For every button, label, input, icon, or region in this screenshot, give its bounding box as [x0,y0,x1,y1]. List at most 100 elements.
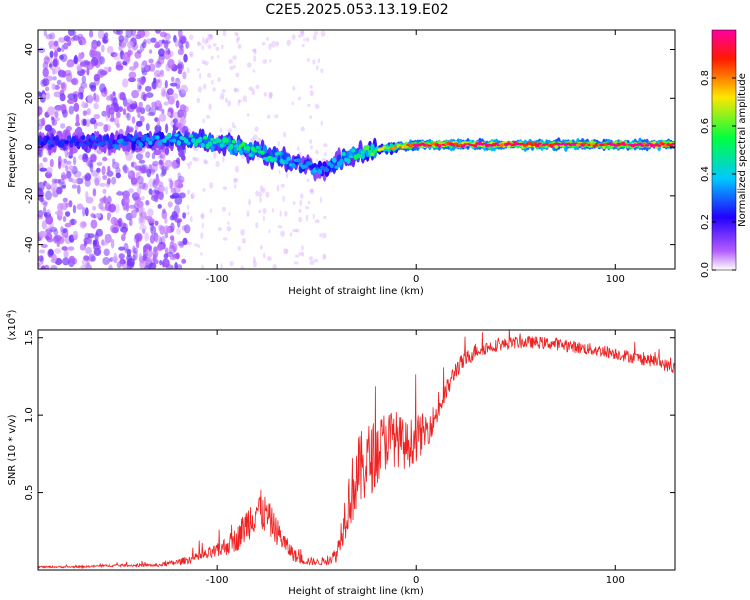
spectrogram-noise-cell [79,53,84,60]
spectrogram-noise-cell [305,37,310,42]
spectrogram-noise-cell [146,38,152,45]
spectrogram-noise-cell [84,174,88,181]
spectrogram-ridge-cell [229,143,234,150]
spectrogram-noise-cell [190,194,194,200]
spectrogram-noise-cell [298,216,303,223]
spectrogram-noise-cell [207,44,212,49]
spectrogram-noise-cell [182,71,187,80]
spectrogram-ridge-cell [277,151,282,156]
spectrogram-noise-cell [189,215,193,223]
spectrogram-noise-cell [155,30,161,34]
spectrogram-noise-cell [165,123,169,134]
spectrogram-noise-cell [229,260,234,267]
spectrogram-noise-cell [210,55,214,60]
spectrogram-noise-cell [59,181,67,188]
spectrogram-ridge-cell [296,158,301,163]
spectrogram-noise-cell [44,182,51,188]
spectrogram-noise-cell [129,219,133,227]
spectrogram-noise-cell [202,118,206,124]
spectrogram-noise-cell [42,67,49,78]
spectrogram-noise-cell [182,237,188,245]
spectrogram-noise-cell [283,248,288,255]
spectrogram-noise-cell [143,39,147,45]
spectrogram-noise-cell [53,44,60,52]
spectrogram-noise-cell [163,32,171,41]
spectrogram-noise-cell [164,147,170,156]
spectrogram-noise-cell [143,64,151,73]
spectrogram-ridge-cell [133,134,139,139]
spectrogram-ridge-cell [207,141,213,147]
spectrogram-noise-cell [63,249,69,259]
spectrogram-ridge-cell [656,144,662,147]
spectrogram-noise-cell [200,232,204,239]
spectrogram-ridge-cell [365,144,370,151]
spectrogram-noise-cell [248,86,254,92]
spectrogram-noise-cell [38,210,44,218]
spectrogram-noise-cell [113,252,118,261]
spectrogram-noise-cell [39,167,48,172]
spectrogram-noise-cell [248,198,252,206]
spectrogram-noise-cell [123,227,127,236]
spectrogram-noise-cell [108,107,115,115]
spectrogram-noise-cell [107,66,112,73]
spectrogram-noise-cell [237,44,242,49]
spectrogram-noise-cell [271,40,276,48]
spectrogram-noise-cell [66,61,74,68]
spectrogram-noise-cell [303,38,306,42]
spectrogram-noise-cell [232,55,237,60]
spectrogram-ridge-cell [191,137,196,143]
spectrogram-noise-cell [186,211,190,216]
spectrogram-noise-cell [194,157,199,162]
spectrogram-noise-cell [60,82,66,90]
spectrogram-noise-cell [53,40,59,47]
spectrogram-noise-cell [224,97,228,103]
spectrogram-noise-cell [228,59,234,64]
spectrogram-noise-cell [45,86,50,92]
snr-x-tick-label: 0 [413,575,419,586]
spectrogram-noise-cell [156,78,163,89]
spectrogram-noise-cell [44,124,53,132]
spectrogram-noise-cell [97,30,105,39]
spectrogram-ridge-cell [284,159,289,165]
spectrogram-noise-cell [70,218,75,226]
spectrogram-noise-cell [89,30,94,38]
spectrogram-noise-cell [112,30,121,35]
spectrogram-noise-cell [52,58,58,67]
spectrogram-noise-cell [96,167,101,173]
spectrogram-noise-cell [136,49,143,54]
spectrogram-noise-cell [67,246,75,251]
spectrogram-noise-cell [183,53,188,63]
spectrogram-noise-cell [88,253,96,262]
spectrogram-noise-cell [100,44,105,53]
spectrogram-noise-cell [174,218,183,223]
spectrogram-noise-cell [67,93,76,100]
spectrogram-noise-cell [158,159,163,165]
spectrogram-noise-cell [129,127,133,133]
spectrogram-y-ticks: -40 -20 0 20 40 [24,43,675,253]
spectrogram-ridge-cell [351,148,356,153]
spectrogram-noise-cell [61,70,67,78]
spectrogram-noise-cell [280,183,285,188]
spectrogram-noise-cell [207,72,212,78]
spectrogram-noise-cell [118,253,125,260]
spectrogram-noise-cell [73,170,82,178]
spectrogram-noise-cell [54,248,61,254]
spectrogram-noise-cell [151,189,159,199]
spectrogram-noise-cell [93,175,102,184]
spectrogram-noise-cell [227,221,230,225]
spectrogram-noise-cell [114,104,120,113]
spectrogram-noise-cell [324,254,327,260]
spectrogram-noise-cell [160,172,165,177]
spectrogram-ridge-cell [358,154,363,159]
spectrogram-noise-cell [67,98,75,104]
spectrogram-noise-cell [234,88,240,93]
spectrogram-y-tick-label: -20 [24,188,35,204]
spectrogram-noise-cell [102,36,109,44]
spectrogram-noise-cell [126,41,134,49]
spectrogram-ridge-cell [155,135,160,139]
spectrogram-noise-cell [167,88,174,96]
spectrogram-noise-cell [62,216,67,222]
spectrogram-noise-cell [309,85,313,89]
spectrogram-noise-cell [175,122,182,128]
spectrogram-noise-cell [162,208,166,214]
